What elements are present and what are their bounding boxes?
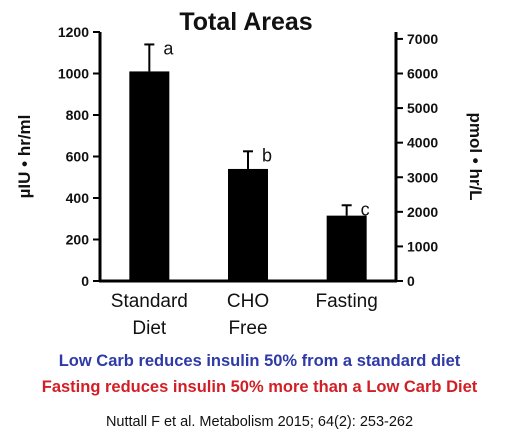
- caption-line-2: Fasting reduces insulin 50% more than a …: [41, 378, 478, 396]
- y2-tick-label: 0: [407, 273, 415, 289]
- y2-tick-label: 3000: [407, 169, 438, 185]
- significance-label: c: [361, 199, 370, 219]
- y-tick-label: 0: [81, 273, 89, 289]
- y2-tick-label: 7000: [407, 31, 438, 47]
- y2-axis-label: pmol • hr/L: [466, 112, 485, 200]
- bar: [326, 215, 367, 281]
- significance-label: b: [262, 145, 272, 165]
- x-tick-label: Fasting: [316, 291, 378, 312]
- citation: Nuttall F et al. Metabolism 2015; 64(2):…: [105, 414, 414, 430]
- bar: [228, 168, 268, 281]
- significance-label: a: [163, 38, 174, 58]
- y-tick-label: 1200: [58, 24, 89, 40]
- y-axis-label: µIU • hr/ml: [15, 115, 34, 199]
- y-tick-label: 800: [66, 107, 90, 123]
- bar-chart: Total Areas 0 200 400 600 800 1000 1200 0 1000 20…: [15, 8, 485, 339]
- x-tick-label: Standard: [111, 291, 188, 312]
- y2-tick-label: 1000: [407, 238, 438, 254]
- y-tick-label: 600: [66, 149, 90, 165]
- bar: [129, 71, 170, 281]
- y2-tick-label: 4000: [407, 135, 438, 151]
- bars-layer: a Standard Diet b CHO Free c Fasting: [111, 38, 378, 339]
- y-tick-label: 200: [66, 232, 90, 248]
- y2-tick-label: 5000: [407, 100, 438, 116]
- x-tick-label: Free: [228, 318, 267, 339]
- x-tick-label: Diet: [132, 318, 167, 339]
- y2-tick-label: 6000: [407, 66, 438, 82]
- y-tick-label: 1000: [58, 66, 89, 82]
- caption-line-1: Low Carb reduces insulin 50% from a stan…: [58, 352, 461, 370]
- x-tick-label: CHO: [227, 291, 269, 312]
- y-tick-label: 400: [66, 190, 90, 206]
- chart-title: Total Areas: [179, 8, 312, 36]
- y2-tick-label: 2000: [407, 204, 438, 220]
